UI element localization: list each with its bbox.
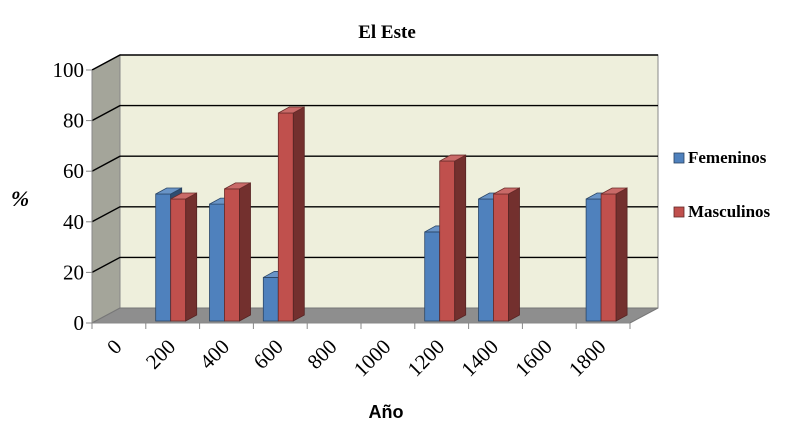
y-tick-label: 20: [63, 260, 84, 284]
x-axis-label: Año: [369, 402, 404, 422]
bar-masculinos-1400: [493, 187, 520, 322]
x-tick-label: 1200: [403, 335, 450, 382]
gridline: [91, 54, 658, 71]
y-tick-label: 80: [63, 109, 84, 133]
x-tick-label: 200: [141, 335, 180, 374]
legend-item-femeninos: Femeninos: [673, 148, 767, 167]
x-tick-label: 1800: [564, 335, 611, 382]
x-tick-label: 800: [302, 335, 341, 374]
y-tick-label: 60: [63, 159, 84, 183]
bar-masculinos-1200: [439, 154, 467, 322]
legend-item-masculinos: Masculinos: [673, 202, 771, 221]
x-tick-label: 400: [195, 335, 234, 374]
x-tick-label: 0: [102, 335, 126, 359]
x-tick-label: 1000: [349, 335, 396, 382]
gridline: [91, 104, 658, 122]
gridline: [91, 155, 658, 172]
legend-label: Masculinos: [688, 202, 771, 221]
y-tick-label: 40: [63, 210, 84, 234]
x-tick-label: 1600: [510, 335, 557, 382]
x-tick-label: 1400: [456, 335, 503, 382]
back-wall: [119, 54, 659, 309]
side-wall: [91, 54, 121, 324]
chart-title: El Este: [358, 22, 416, 43]
bars: [155, 106, 628, 322]
y-tick-label: 100: [53, 58, 85, 82]
bar-masculinos-200: [170, 192, 198, 322]
bar-masculinos-1800: [600, 187, 628, 322]
legend: Femeninos Masculinos: [673, 148, 771, 221]
legend-swatch: [673, 152, 685, 164]
bar-masculinos-400: [224, 182, 251, 322]
x-tick-label: 600: [249, 335, 288, 374]
legend-swatch: [673, 206, 685, 218]
legend-label: Femeninos: [688, 148, 767, 167]
bar-masculinos-600: [277, 106, 305, 322]
y-axis-label: %: [11, 186, 29, 211]
y-tick-label: 0: [74, 311, 85, 335]
